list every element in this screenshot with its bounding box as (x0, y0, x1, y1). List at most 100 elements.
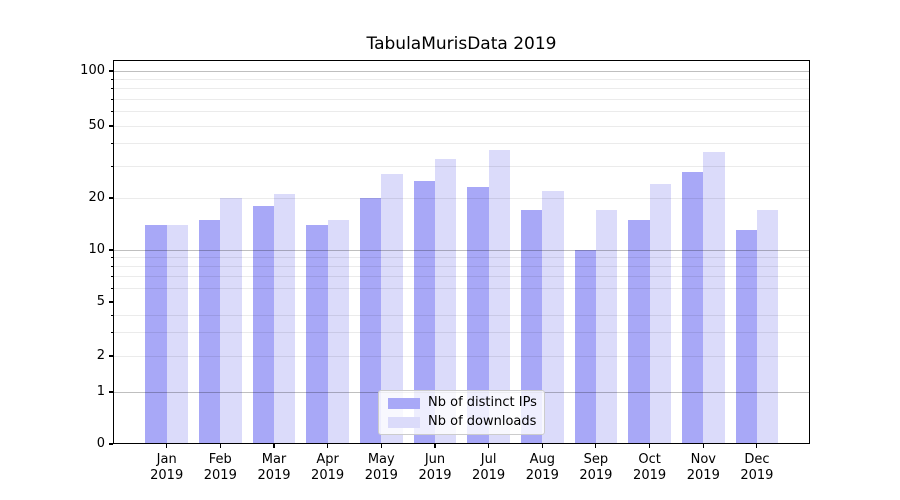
y-gridline-major (113, 70, 810, 72)
x-tick-year: 2019 (257, 467, 291, 483)
legend-swatch-downloads (388, 416, 420, 428)
y-tick-label: 100 (80, 63, 105, 78)
y-gridline-minor (113, 143, 810, 144)
y-minor-tick-mark (110, 257, 113, 259)
x-tick-month: Feb (208, 452, 232, 467)
bar-downloads-oct (649, 183, 671, 444)
y-gridline-minor (113, 88, 810, 90)
bar-downloads-feb (220, 198, 242, 444)
bar-ips-apr (306, 224, 328, 444)
bar-ips-jan (145, 224, 167, 444)
x-tick-mark (649, 444, 651, 448)
x-tick-month: Mar (261, 452, 287, 467)
x-tick-label-apr: Apr 2019 (296, 452, 360, 483)
bar-ips-nov (681, 171, 704, 444)
y-minor-tick-mark (110, 98, 113, 100)
y-minor-tick-mark (110, 165, 113, 167)
x-tick-month: Jan (156, 452, 177, 467)
y-gridline-minor (113, 314, 810, 316)
bar-ips-mar (252, 205, 274, 444)
y-tick-label: 10 (88, 242, 105, 257)
y-gridline-minor (113, 125, 810, 127)
y-tick-mark (109, 70, 113, 72)
y-gridline-minor (113, 276, 810, 278)
bar-downloads-sep (595, 210, 618, 444)
bar-downloads-aug (542, 190, 564, 444)
x-tick-month: Apr (316, 452, 339, 467)
bar-ips-may (359, 198, 382, 444)
bar-ips-feb (198, 219, 221, 444)
bar-downloads-jul (488, 149, 510, 444)
x-tick-year: 2019 (364, 467, 398, 483)
x-tick-year: 2019 (579, 467, 613, 483)
x-tick-year: 2019 (472, 467, 506, 483)
legend-label-ips: Nb of distinct IPs (428, 395, 537, 410)
x-tick-year: 2019 (418, 467, 452, 483)
x-tick-mark (434, 444, 436, 448)
x-tick-mark (488, 444, 490, 448)
x-tick-label-aug: Aug 2019 (510, 452, 574, 483)
x-tick-month: Dec (744, 452, 770, 467)
y-gridline-minor (113, 111, 810, 112)
x-tick-year: 2019 (311, 467, 345, 483)
y-tick-label: 5 (96, 294, 105, 309)
chart-title: TabulaMurisData 2019 (366, 34, 557, 54)
x-tick-mark (595, 444, 597, 448)
legend-row-downloads: Nb of downloads (388, 415, 544, 429)
x-tick-year: 2019 (633, 467, 667, 483)
bar-downloads-mar (274, 194, 296, 444)
y-gridline-minor (113, 287, 810, 289)
bar-downloads-dec (756, 210, 779, 444)
x-tick-label-jan: Jan 2019 (135, 452, 199, 483)
x-tick-month: Jun (424, 452, 446, 467)
y-minor-tick-mark (110, 314, 113, 316)
y-minor-tick-mark (110, 266, 113, 268)
x-tick-mark (166, 444, 168, 448)
x-tick-year: 2019 (203, 467, 237, 483)
legend-label-downloads: Nb of downloads (428, 414, 537, 429)
x-tick-label-nov: Nov 2019 (671, 452, 735, 483)
y-tick-mark (109, 197, 113, 199)
y-minor-tick-mark (110, 78, 113, 80)
y-tick-mark (109, 443, 113, 445)
y-tick-label: 1 (96, 384, 105, 399)
bar-downloads-may (381, 174, 403, 444)
legend-swatch-ips (388, 397, 420, 409)
bar-downloads-apr (327, 219, 349, 444)
y-tick-mark (109, 391, 113, 393)
x-tick-label-may: May 2019 (349, 452, 413, 483)
x-tick-month: Sep (583, 452, 609, 467)
x-tick-month: Nov (690, 452, 716, 467)
x-tick-year: 2019 (740, 467, 774, 483)
y-tick-label: 20 (88, 190, 105, 205)
y-minor-tick-mark (110, 276, 113, 278)
x-tick-label-dec: Dec 2019 (725, 452, 789, 483)
x-tick-month: Aug (529, 452, 555, 467)
x-tick-label-jul: Jul 2019 (457, 452, 521, 483)
y-tick-mark (109, 249, 113, 251)
x-tick-label-oct: Oct 2019 (618, 452, 682, 483)
x-tick-label-mar: Mar 2019 (242, 452, 306, 483)
y-gridline-minor (113, 257, 810, 259)
y-minor-tick-mark (110, 331, 113, 333)
bar-ips-oct (628, 219, 650, 444)
y-tick-mark (109, 355, 113, 357)
x-tick-year: 2019 (525, 467, 559, 483)
x-tick-label-jun: Jun 2019 (403, 452, 467, 483)
y-gridline-minor (113, 197, 810, 199)
y-gridline-major (113, 249, 810, 251)
legend: Nb of distinct IPs Nb of downloads (378, 390, 545, 435)
x-tick-mark (219, 444, 221, 448)
legend-row-ips: Nb of distinct IPs (388, 396, 544, 410)
bar-ips-sep (574, 250, 596, 444)
x-tick-mark (756, 444, 758, 448)
y-tick-label: 2 (96, 348, 105, 363)
x-tick-month: May (367, 452, 395, 467)
bar-downloads-jan (166, 224, 189, 444)
y-gridline-minor (113, 165, 810, 167)
x-tick-month: Oct (638, 452, 661, 467)
y-tick-label: 50 (88, 118, 105, 133)
y-minor-tick-mark (110, 142, 113, 145)
y-gridline-minor (113, 331, 810, 333)
